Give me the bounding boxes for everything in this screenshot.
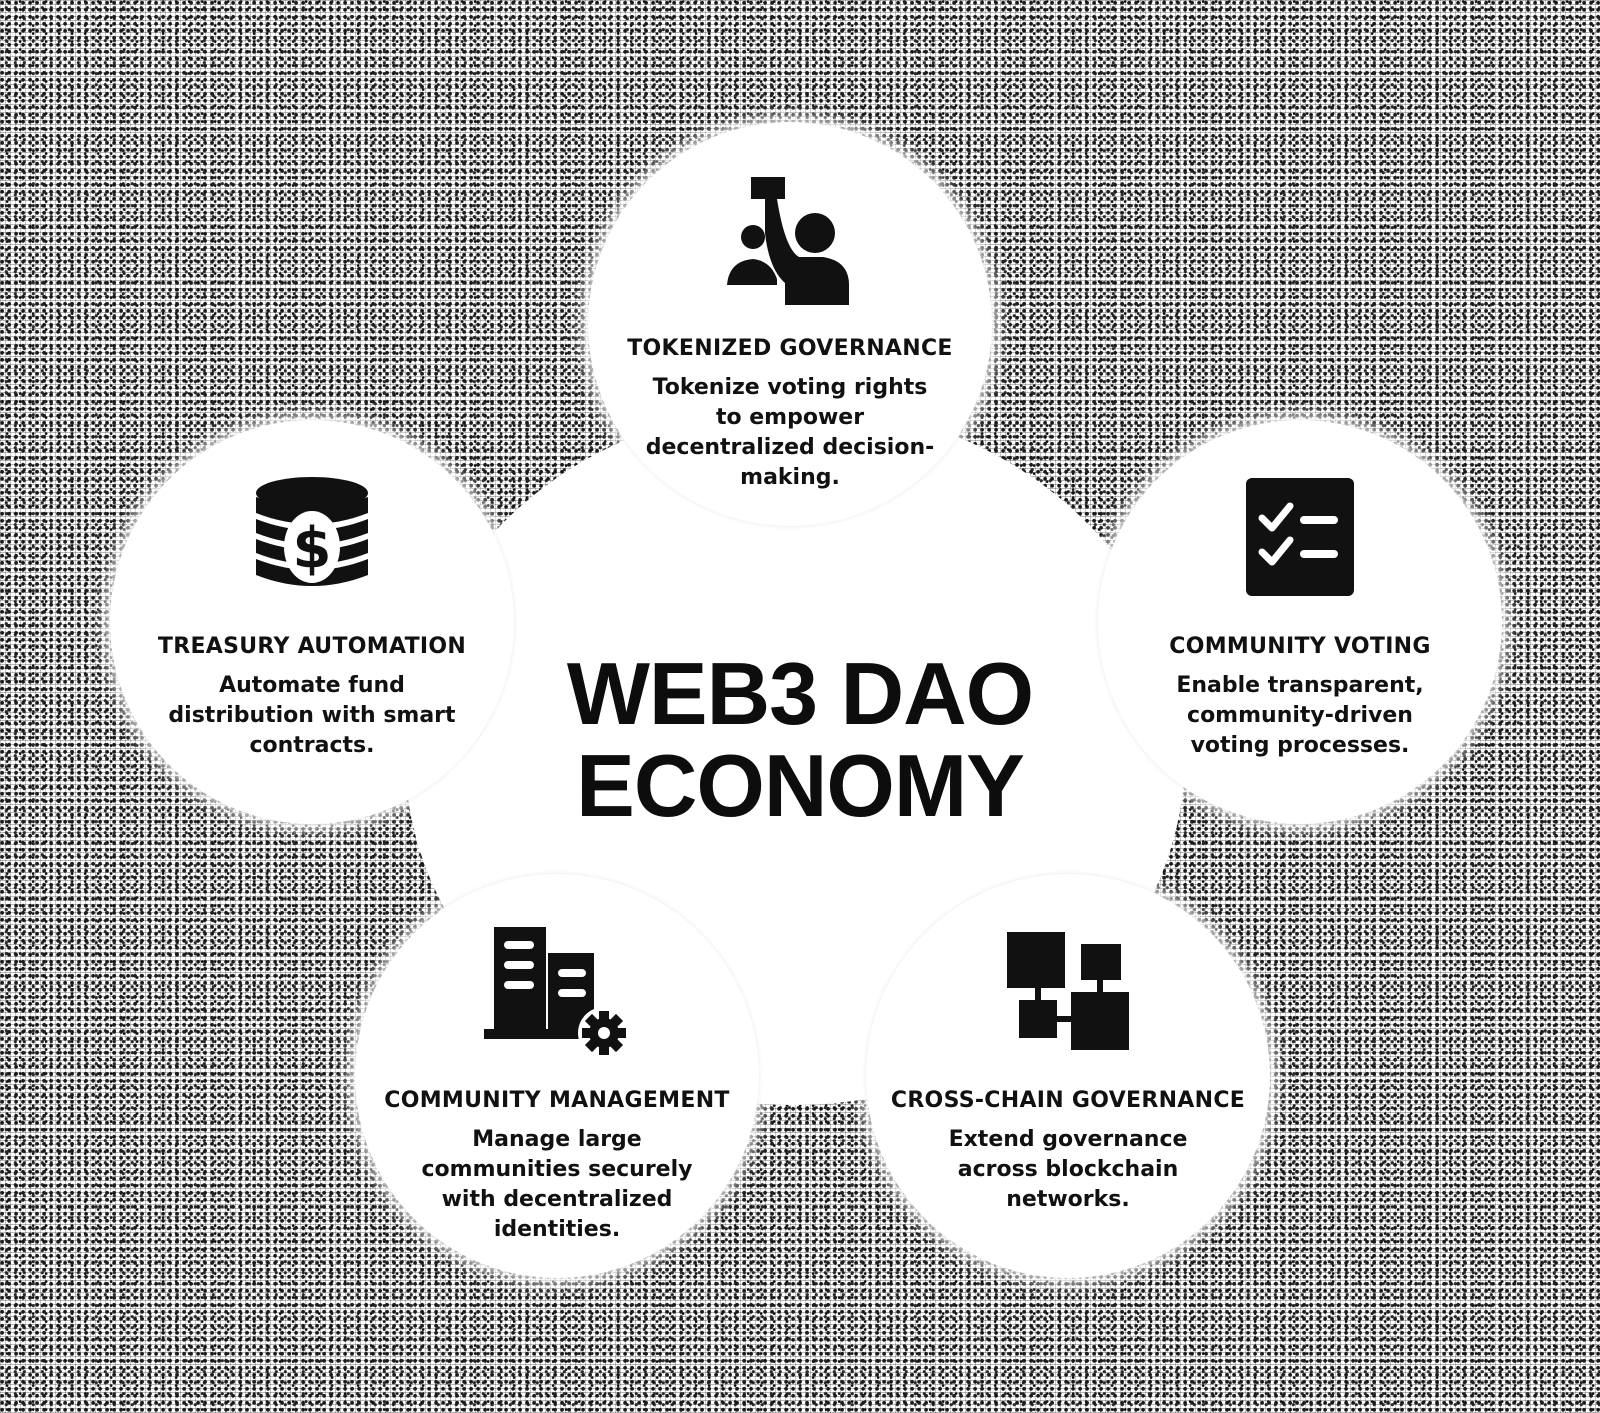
diagram-title: WEB3 DAO ECONOMY <box>520 648 1080 832</box>
node-community-management: COMMUNITY MANAGEMENT Manage large commun… <box>355 874 759 1278</box>
node-cross-chain-governance: CROSS-CHAIN GOVERNANCE Extend governance… <box>866 874 1270 1278</box>
node-description: Extend governance across blockchain netw… <box>948 1127 1188 1212</box>
voting-raised-hand-icon <box>725 170 855 308</box>
node-label: CROSS-CHAIN GOVERNANCE <box>890 1088 1246 1113</box>
title-line-1: WEB3 DAO <box>566 644 1034 743</box>
svg-text:$: $ <box>293 516 332 581</box>
node-treasury-automation: $ TREASURY AUTOMATION Automate fund dist… <box>110 420 514 824</box>
node-tokenized-governance: TOKENIZED GOVERNANCE Tokenize voting rig… <box>588 122 992 526</box>
checklist-icon <box>1244 468 1356 606</box>
node-label: COMMUNITY VOTING <box>1169 634 1431 659</box>
node-description: Tokenize voting rights to empower decent… <box>645 375 935 490</box>
node-label: TOKENIZED GOVERNANCE <box>627 336 953 361</box>
node-community-voting: COMMUNITY VOTING Enable transparent, com… <box>1098 420 1502 824</box>
node-description: Enable transparent, community-driven vot… <box>1176 673 1424 758</box>
network-nodes-icon <box>1005 922 1131 1060</box>
node-description: Manage large communities securely with d… <box>421 1127 693 1242</box>
node-description: Automate fund distribution with smart co… <box>168 673 456 758</box>
title-line-2: ECONOMY <box>576 736 1025 835</box>
coin-stack-dollar-icon: $ <box>254 468 370 606</box>
node-label: TREASURY AUTOMATION <box>157 634 467 659</box>
node-label: COMMUNITY MANAGEMENT <box>384 1088 730 1113</box>
buildings-gear-icon <box>482 922 632 1060</box>
